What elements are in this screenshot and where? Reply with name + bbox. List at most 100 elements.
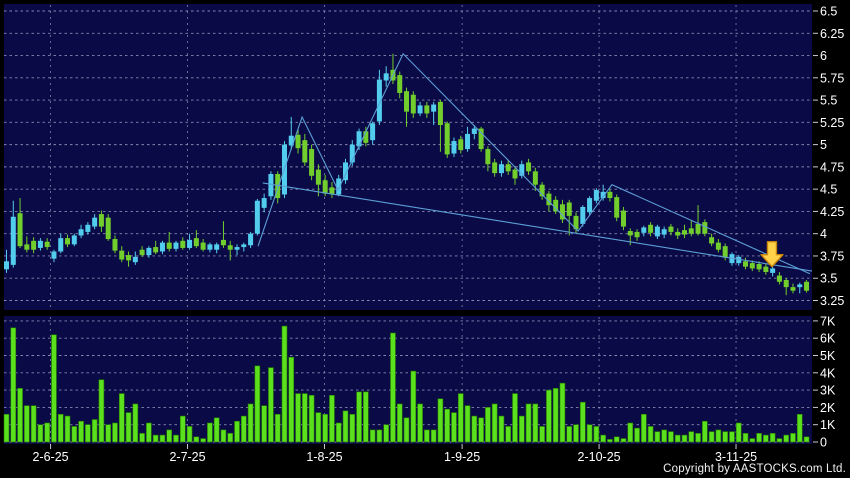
volume-axis-label: 4K — [820, 366, 836, 380]
volume-bar — [627, 422, 634, 443]
volume-bar — [356, 391, 362, 443]
volume-bar — [756, 433, 762, 443]
volume-bar — [783, 434, 790, 443]
volume-bar — [254, 365, 261, 443]
candle-body — [593, 190, 599, 201]
volume-bar — [749, 438, 756, 443]
candle-body — [722, 246, 728, 258]
volume-bar — [44, 422, 50, 443]
volume-bar — [539, 426, 545, 443]
candle-body — [770, 268, 776, 273]
candle-body — [417, 105, 423, 114]
zigzag-overlay-line — [257, 52, 811, 275]
date-axis-label: 2-7-25 — [169, 450, 205, 464]
volume-bar — [64, 415, 71, 443]
candle-body — [546, 193, 552, 206]
candle-body — [180, 240, 186, 248]
volume-bar — [735, 422, 742, 443]
candle-body — [709, 237, 715, 244]
candle-body — [261, 198, 267, 208]
volume-bar — [430, 429, 437, 443]
candle-body — [200, 242, 206, 250]
volume-bar — [329, 394, 335, 443]
volume-bar — [234, 420, 240, 443]
volume-bar — [315, 412, 322, 443]
volume-bar — [173, 434, 179, 443]
volume-bar — [349, 414, 356, 443]
candle-body — [410, 94, 416, 114]
volume-bar — [30, 405, 37, 443]
volume-bar — [118, 393, 125, 443]
volume-bar — [207, 422, 213, 443]
candle-body — [783, 280, 789, 288]
candle-body — [241, 244, 247, 248]
volume-bar — [763, 434, 769, 443]
candle-body — [112, 239, 118, 251]
volume-bar — [532, 403, 539, 443]
candle-body — [288, 135, 294, 146]
volume-bar — [166, 429, 173, 443]
candle-body — [193, 238, 199, 247]
candle-body — [132, 256, 138, 263]
candle-body — [126, 255, 132, 261]
candle-body — [98, 214, 104, 227]
volume-bar — [213, 417, 220, 443]
candle-body — [343, 162, 348, 181]
candle-body — [248, 233, 254, 246]
copyright-text: Copyright by AASTOCKS.com Ltd. — [663, 463, 846, 475]
volume-bar — [363, 391, 369, 443]
volume-bar — [566, 426, 573, 443]
price-axis-label: 6.5 — [820, 5, 837, 19]
candle-body — [600, 191, 606, 199]
volume-bar — [674, 434, 681, 443]
volume-bar — [17, 388, 23, 443]
volume-axis-label: 7K — [820, 314, 836, 328]
price-panel — [4, 4, 812, 310]
candle-body — [641, 227, 647, 233]
down-arrow-icon — [760, 241, 784, 268]
volume-bar — [220, 429, 227, 443]
volume-bar — [308, 394, 315, 443]
volume-bar — [796, 414, 803, 443]
volume-axis-label: 0 — [820, 436, 827, 450]
volume-bar — [24, 405, 30, 443]
candle-body — [756, 263, 762, 270]
volume-bar — [288, 356, 295, 443]
candle-body — [234, 247, 240, 250]
candle-body — [620, 210, 626, 227]
volume-bar — [146, 422, 152, 443]
candle-body — [187, 239, 193, 248]
volume-bar — [498, 415, 505, 443]
candle-body — [553, 199, 559, 212]
date-axis-label: 1-9-25 — [444, 450, 480, 464]
volume-bar — [159, 434, 166, 443]
price-axis-label: 5.75 — [820, 71, 844, 85]
candle-body — [797, 284, 803, 288]
volume-bar — [647, 426, 654, 443]
volume-bar — [715, 429, 722, 443]
candle-body — [44, 241, 50, 248]
candle-body — [695, 223, 701, 234]
candle-body — [634, 231, 640, 238]
volume-bar — [464, 405, 471, 443]
volume-bar — [600, 434, 606, 443]
volume-bar — [91, 419, 98, 443]
candle-body — [58, 238, 64, 252]
candle-body — [749, 263, 755, 269]
date-axis-label: 2-6-25 — [32, 450, 68, 464]
candle-body — [10, 216, 16, 265]
candle-body — [688, 228, 694, 234]
volume-bar — [335, 422, 342, 443]
volume-axis-label: 2K — [820, 401, 836, 415]
volume-bar — [105, 424, 111, 443]
candle-body — [404, 91, 410, 112]
candle-body — [702, 222, 708, 234]
volume-bar — [85, 424, 91, 443]
candle-body — [526, 162, 532, 172]
candle-body — [478, 128, 484, 150]
candle-body — [85, 224, 91, 232]
candle-body — [743, 261, 749, 267]
candle-body — [512, 169, 518, 179]
volume-bar — [281, 325, 288, 443]
